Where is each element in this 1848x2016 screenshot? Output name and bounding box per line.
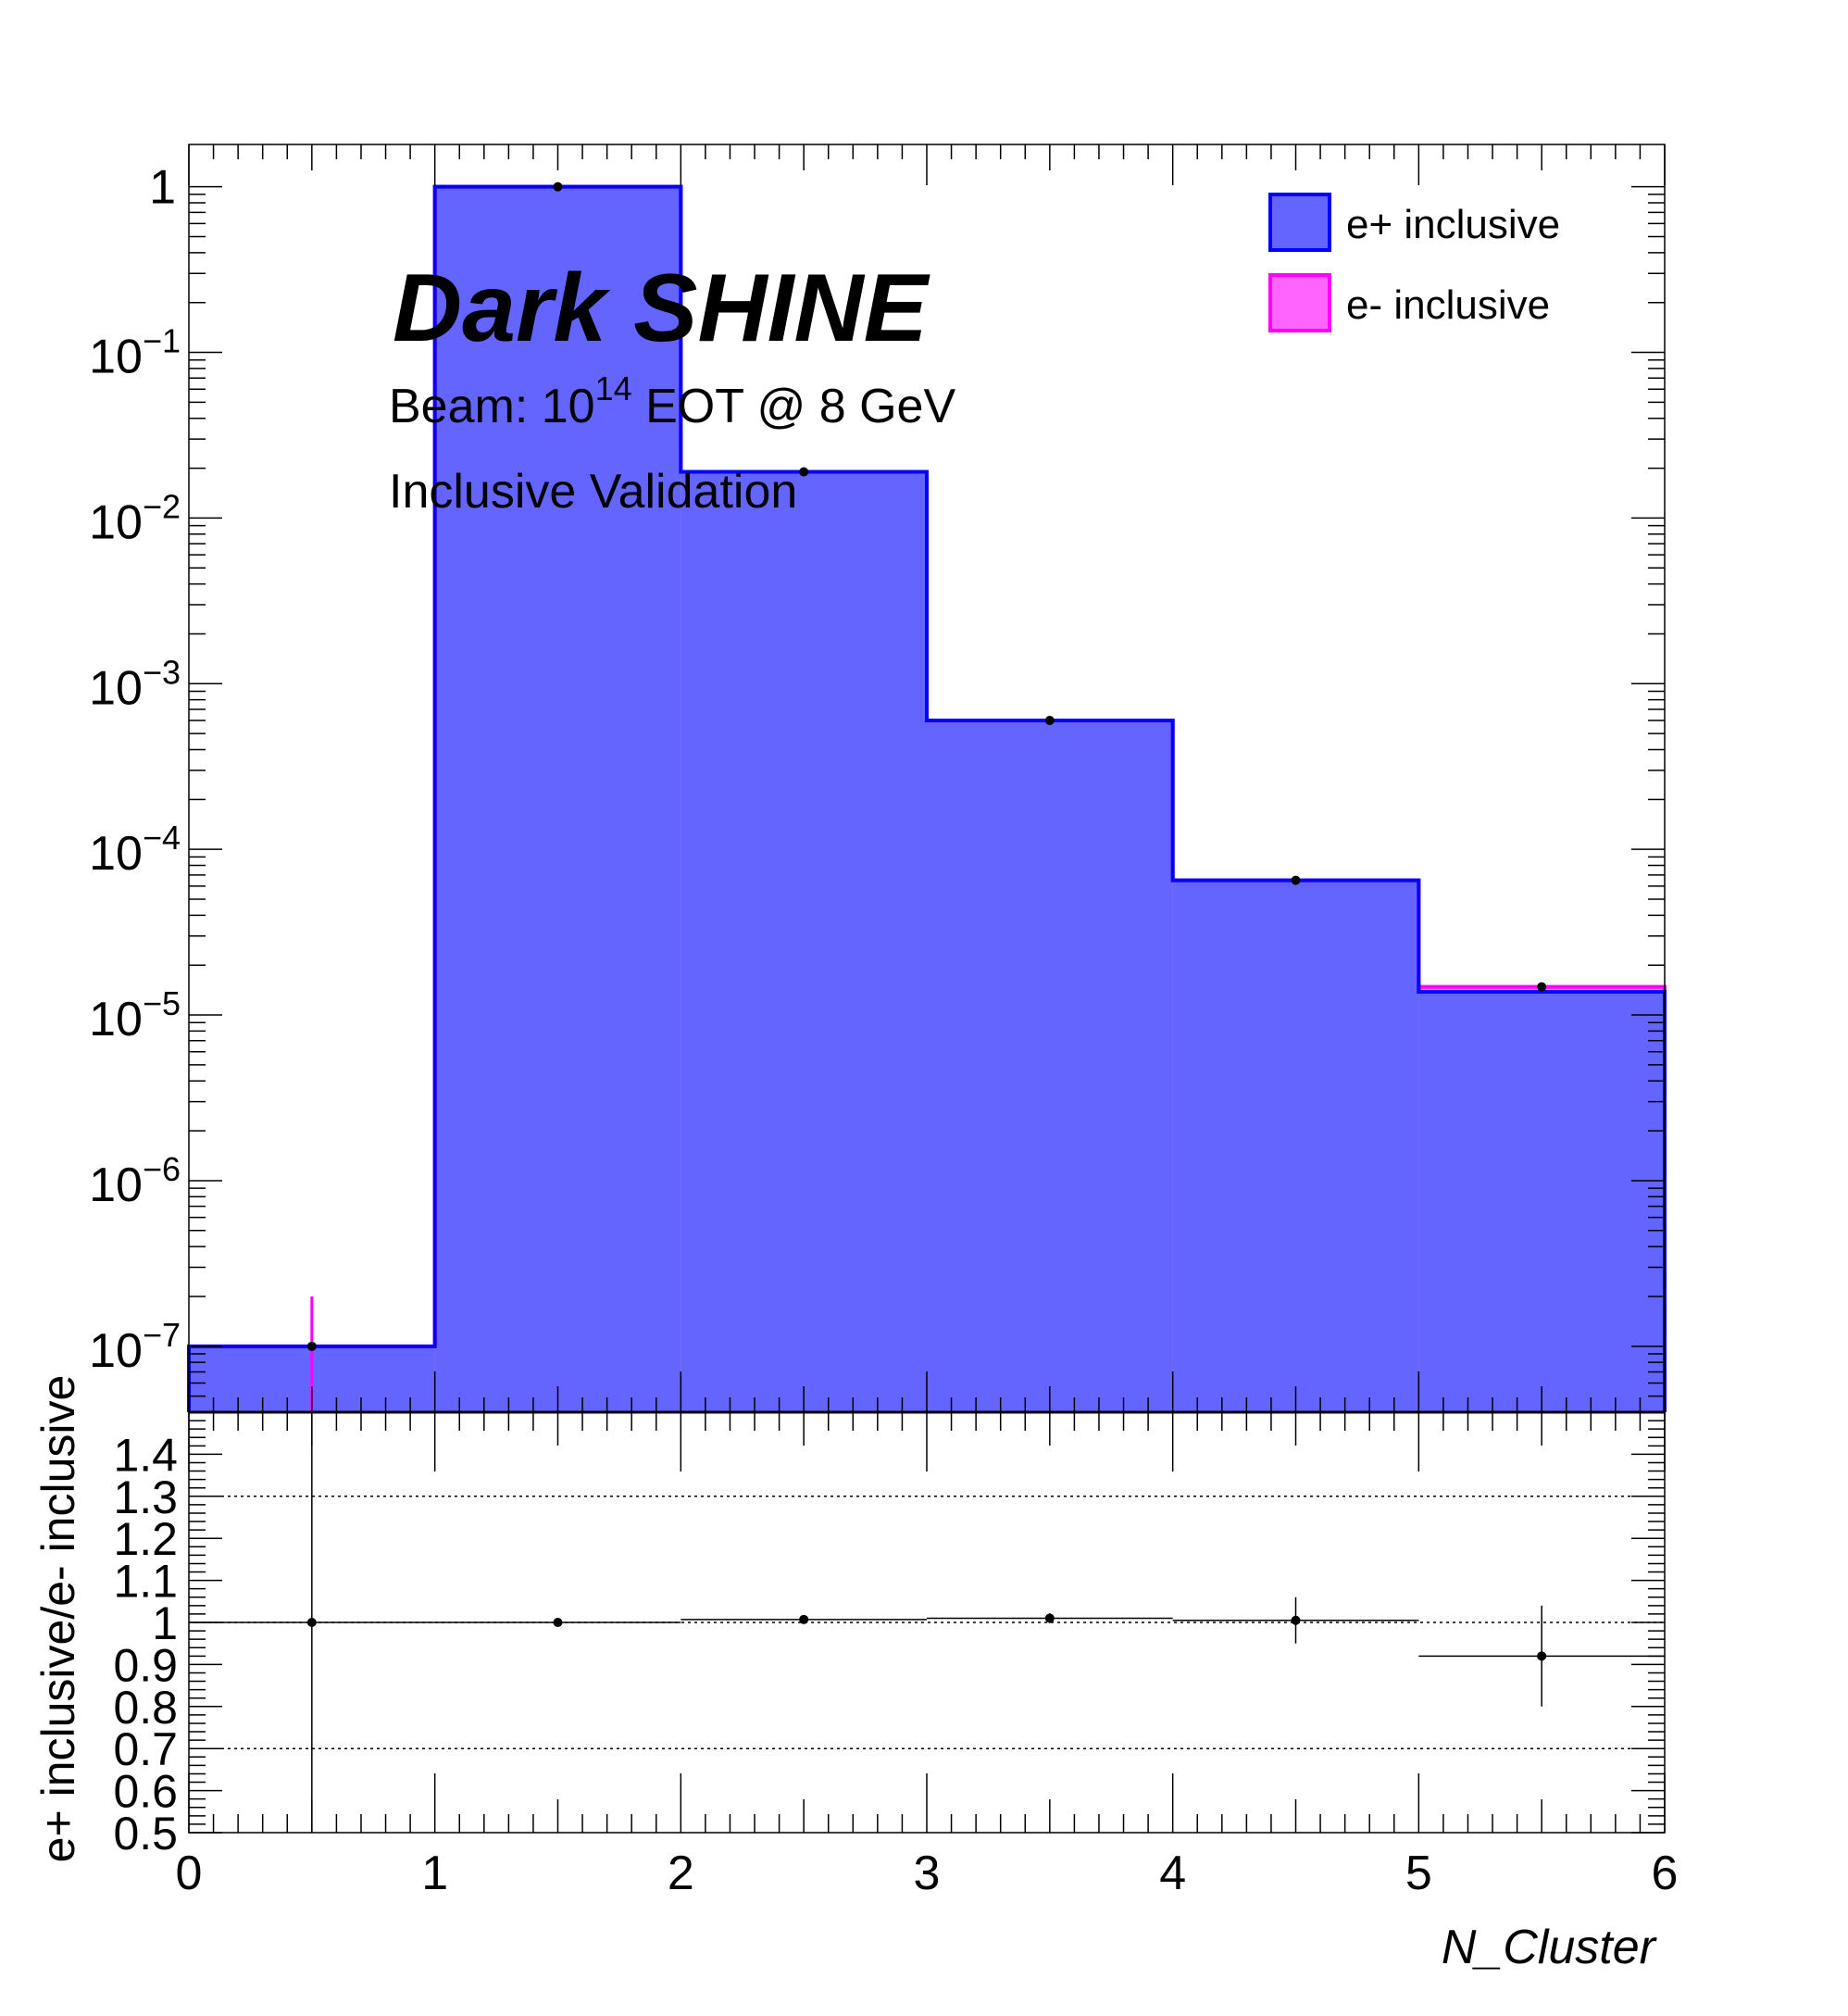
x-tick-label: 5	[1405, 1847, 1432, 1900]
tick-exponent: −1	[143, 322, 181, 360]
x-tick-label: 0	[176, 1847, 203, 1900]
bar-eplus-bin-5	[1418, 992, 1665, 1412]
main-y-tick-label: 10−5	[89, 984, 181, 1046]
x-tick-label: 6	[1652, 1847, 1679, 1900]
bar-eplus-bin-2	[681, 471, 927, 1412]
x-axis-label: N_Cluster	[1442, 1921, 1658, 1974]
tick-exponent: −5	[143, 984, 181, 1022]
ratio-y-tick-label: 0.7	[113, 1723, 178, 1775]
histogram-outline-eplus	[187, 184, 1667, 1412]
ratio-point-3	[1044, 1613, 1055, 1623]
tick-exponent: −6	[143, 1150, 181, 1188]
tick-exponent: −4	[143, 819, 181, 857]
main-histogram-lines	[187, 184, 1667, 1412]
main-point-5	[1537, 982, 1547, 992]
axis-ticks	[188, 144, 1666, 1834]
main-y-tick-label: 10−4	[89, 819, 181, 881]
tick-exponent: −3	[143, 653, 181, 691]
main-y-tick-label: 10−6	[89, 1150, 181, 1212]
ratio-point-2	[799, 1614, 809, 1624]
legend-label-eminus: e- inclusive	[1346, 282, 1550, 328]
subtitle-label: Inclusive Validation	[389, 465, 797, 519]
ratio-y-tick-label: 1	[152, 1597, 178, 1649]
ratio-y-tick-label: 0.6	[113, 1766, 178, 1818]
main-y-tick-label: 10−7	[89, 1316, 181, 1378]
x-tick-label: 2	[668, 1847, 694, 1900]
main-histogram-fills	[189, 186, 1665, 1412]
legend: e+ inclusive e- inclusive	[1268, 193, 1560, 332]
ratio-y-tick-label: 1.3	[113, 1471, 178, 1523]
tick-mantissa: 10	[89, 1324, 143, 1378]
bar-eplus-bin-1	[434, 186, 681, 1412]
tick-mantissa: 10	[89, 331, 143, 384]
beam-label: Beam: 1014 EOT @ 8 GeV	[389, 369, 955, 433]
main-y-tick-label: 10−1	[89, 322, 181, 384]
x-tick-label: 3	[914, 1847, 941, 1900]
tick-exponent: −7	[143, 1316, 181, 1354]
main-point-2	[799, 467, 809, 477]
ratio-point-1	[553, 1618, 563, 1627]
main-point-1	[553, 182, 563, 192]
tick-labels: 0 1 2 3 4 5 6110−110−210−310−410−510−610−70.50…	[89, 161, 1678, 1900]
main-y-tick-label: 1	[149, 161, 176, 215]
ratio-data-points	[189, 1412, 1665, 1833]
annotations: Dark SHINE Beam: 1014 EOT @ 8 GeV Inclus…	[389, 255, 955, 519]
bar-eplus-bin-3	[927, 720, 1173, 1412]
x-tick-label: 4	[1159, 1847, 1186, 1900]
main-point-0	[306, 1341, 317, 1351]
ratio-y-tick-label: 1.2	[113, 1513, 178, 1565]
ratio-point-5	[1537, 1651, 1547, 1661]
x-tick-label: 1	[421, 1847, 448, 1900]
main-y-tick-label: 10−3	[89, 653, 181, 715]
ratio-y-axis-label: e+ inclusive/e- inclusive	[32, 1375, 84, 1863]
ratio-y-tick-label: 0.5	[113, 1808, 178, 1859]
main-point-3	[1044, 715, 1055, 725]
legend-swatch-eplus	[1268, 193, 1331, 252]
tick-mantissa: 10	[89, 993, 143, 1046]
ratio-point-4	[1291, 1615, 1301, 1625]
tick-mantissa: 10	[89, 661, 143, 715]
ratio-point-0	[306, 1618, 317, 1627]
ratio-y-tick-label: 0.8	[113, 1682, 178, 1734]
tick-mantissa: 10	[89, 1158, 143, 1212]
tick-exponent: −2	[143, 487, 181, 525]
tick-mantissa: 10	[89, 495, 143, 549]
ratio-y-tick-label: 1.1	[113, 1556, 178, 1608]
brand-label: Dark SHINE	[393, 255, 930, 362]
beam-exponent: 14	[595, 369, 632, 407]
ratio-y-tick-label: 1.4	[113, 1429, 178, 1481]
main-point-4	[1291, 875, 1301, 885]
beam-suffix: EOT @ 8 GeV	[632, 380, 956, 433]
legend-swatch-eminus	[1268, 273, 1331, 332]
beam-prefix: Beam: 10	[389, 380, 595, 433]
legend-label-eplus: e+ inclusive	[1346, 202, 1560, 247]
bar-eplus-bin-4	[1172, 880, 1419, 1412]
ratio-y-tick-label: 0.9	[113, 1639, 178, 1691]
tick-mantissa: 10	[89, 827, 143, 881]
main-y-tick-label: 10−2	[89, 487, 181, 549]
